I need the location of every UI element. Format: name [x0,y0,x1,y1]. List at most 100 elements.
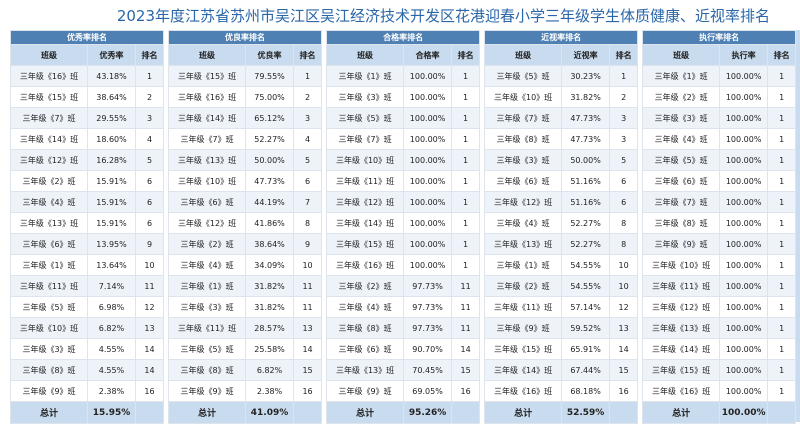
rank-cell: 1 [767,317,797,339]
class-cell: 三年级《12》班 [326,191,405,213]
class-cell: 三年级《9》班 [326,380,405,402]
data-row: 三年级《14》班 67.44% 15 [484,359,639,381]
data-row: 三年级《12》班 100.00% 1 [326,191,481,213]
table-title: 优良率排名 [168,30,323,45]
header-cell: 班级 [10,44,88,66]
data-row: 三年级《3》班 31.82% 11 [168,296,323,318]
header-cell: 班级 [326,44,405,66]
rate-cell: 52.27% [561,212,611,234]
total-row: 总计 15.95% [10,401,165,424]
rate-cell: 6.82% [87,317,136,339]
rank-cell: 1 [451,254,481,276]
rank-cell: 1 [451,86,481,108]
rank-cell: 6 [134,170,165,192]
rate-cell: 100.00% [719,65,769,87]
data-row: 三年级《4》班 97.73% 11 [326,296,481,318]
rank-cell: 1 [451,191,481,213]
data-row: 三年级《11》班 100.00% 1 [642,275,797,297]
rank-cell: 1 [767,107,797,129]
rate-cell: 67.44% [561,359,611,381]
data-row: 三年级《7》班 47.73% 3 [484,107,639,129]
table-title-row: 优良率排名 [168,30,323,45]
header-cell: 排名 [609,44,639,66]
class-cell: 三年级《4》班 [168,254,247,276]
data-row: 三年级《5》班 30.23% 1 [484,65,639,87]
rate-cell: 4.55% [87,338,136,360]
rank-cell: 1 [767,86,797,108]
rate-cell: 100.00% [403,107,453,129]
class-cell: 三年级《8》班 [326,317,405,339]
table-title: 优秀率排名 [9,30,165,45]
rank-cell: 11 [451,296,481,318]
data-row: 三年级《7》班 100.00% 1 [326,128,481,150]
data-row: 三年级《10》班 100.00% 1 [326,149,481,171]
rank-cell: 13 [134,317,165,339]
rate-cell: 97.73% [403,317,453,339]
class-cell: 三年级《9》班 [484,317,563,339]
class-cell: 三年级《10》班 [10,317,88,339]
rank-cell: 1 [767,338,797,360]
rank-cell: 1 [767,149,797,171]
class-cell: 三年级《16》班 [10,65,88,87]
data-row: 三年级《6》班 100.00% 1 [642,170,797,192]
rate-cell: 29.55% [87,107,136,129]
rate-cell: 47.73% [245,170,295,192]
class-cell: 三年级《13》班 [168,149,247,171]
total-row: 总计 52.59% [484,401,639,424]
total-label: 总计 [484,401,563,424]
rate-cell: 31.82% [245,275,295,297]
rate-cell: 41.86% [245,212,295,234]
class-cell: 三年级《13》班 [484,233,563,255]
data-row: 三年级《9》班 59.52% 13 [484,317,639,339]
rank-cell: 1 [767,254,797,276]
rank-cell: 1 [767,380,797,402]
rate-cell: 18.60% [87,128,136,150]
rank-cell: 3 [293,107,323,129]
rank-cell: 12 [134,296,165,318]
rate-cell: 100.00% [403,191,453,213]
rank-cell: 1 [609,65,639,87]
total-value: 52.59% [561,401,611,424]
total-value: 95.26% [403,401,453,424]
class-cell: 三年级《14》班 [484,359,563,381]
rate-cell: 90.70% [403,338,453,360]
total-row: 总计 95.26% [326,401,481,424]
class-cell: 三年级《1》班 [484,254,563,276]
rank-cell: 15 [451,359,481,381]
rank-cell: 15 [293,359,323,381]
rank-cell: 15 [609,359,639,381]
rank-cell: 6 [609,170,639,192]
rate-cell: 52.27% [561,233,611,255]
data-row: 三年级《12》班 16.28% 5 [10,149,165,171]
class-cell: 三年级《11》班 [484,296,563,318]
data-row: 三年级《15》班 38.64% 2 [10,86,165,108]
rate-cell: 31.82% [561,86,611,108]
data-row: 三年级《8》班 6.82% 15 [168,359,323,381]
rank-cell: 10 [134,254,165,276]
rate-cell: 7.14% [87,275,136,297]
rate-cell: 47.73% [561,128,611,150]
class-cell: 三年级《7》班 [642,191,721,213]
rate-cell: 97.73% [403,275,453,297]
rate-cell: 25.58% [245,338,295,360]
class-cell: 三年级《9》班 [642,233,721,255]
rank-cell: 3 [609,128,639,150]
rate-cell: 38.64% [245,233,295,255]
data-row: 三年级《15》班 100.00% 1 [326,233,481,255]
class-cell: 三年级《2》班 [326,275,405,297]
class-cell: 三年级《15》班 [10,86,88,108]
rank-cell: 2 [134,86,165,108]
data-row: 三年级《12》班 51.16% 6 [484,191,639,213]
rate-cell: 15.91% [87,170,136,192]
class-cell: 三年级《1》班 [168,275,247,297]
data-row: 三年级《2》班 97.73% 11 [326,275,481,297]
rank-cell: 1 [451,65,481,87]
rate-cell: 75.00% [245,86,295,108]
rank-cell: 10 [609,275,639,297]
data-row: 三年级《15》班 65.91% 14 [484,338,639,360]
empty-cell [451,401,481,424]
empty-cell [609,401,639,424]
class-cell: 三年级《12》班 [484,191,563,213]
class-cell: 三年级《7》班 [10,107,88,129]
header-cell: 排名 [134,44,165,66]
